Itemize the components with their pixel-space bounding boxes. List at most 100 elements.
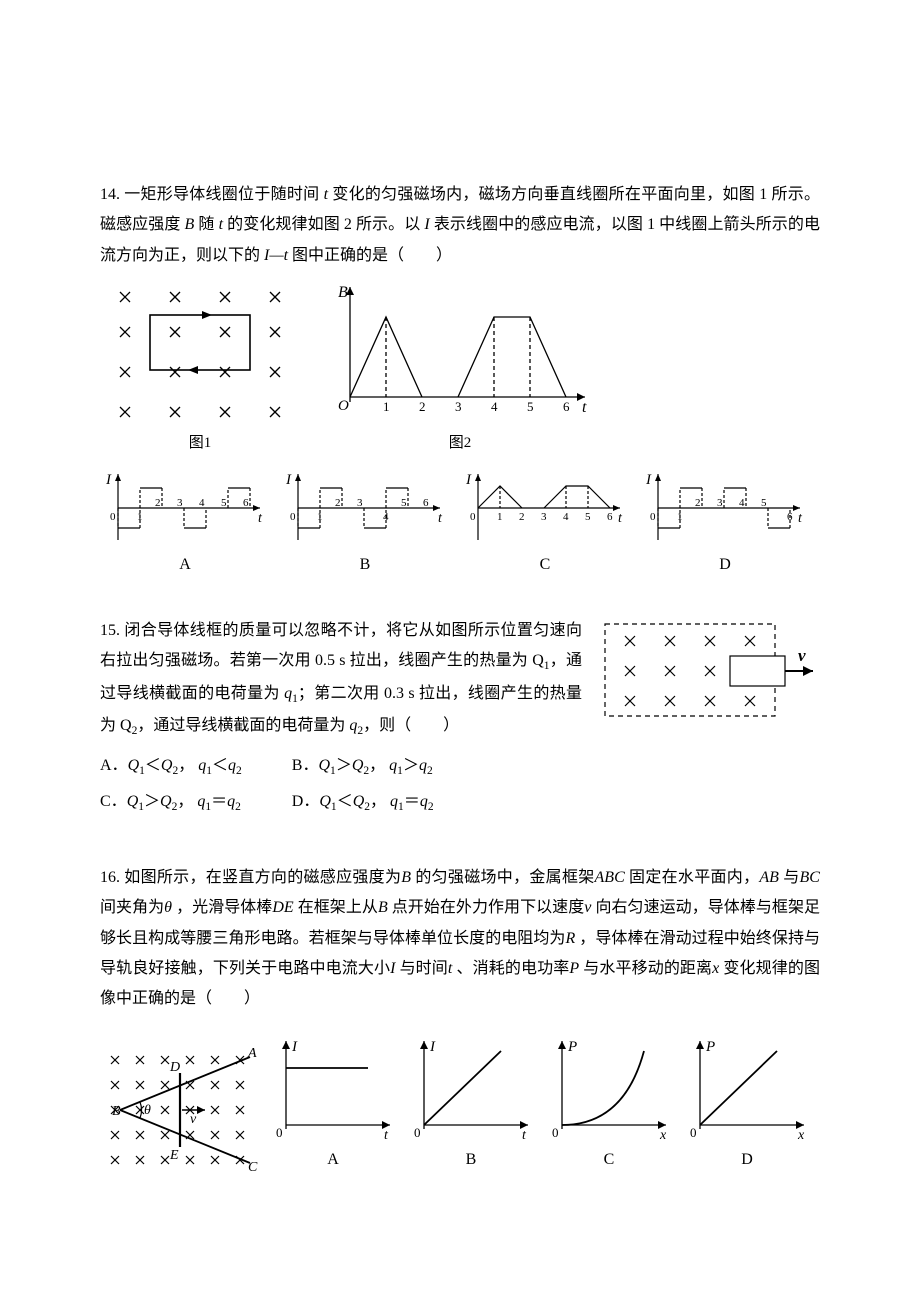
svg-text:2: 2 xyxy=(695,497,701,509)
svg-text:t: t xyxy=(384,1128,389,1143)
svg-text:3: 3 xyxy=(177,497,183,509)
svg-text:x: x xyxy=(797,1128,805,1143)
q15-t5: ，则（ ） xyxy=(363,717,459,734)
q16-stem: 16. 如图所示，在竖直方向的磁感应强度为B 的匀强磁场中，金属框架ABC 固定… xyxy=(100,863,820,1015)
pt-E-label: E xyxy=(169,1148,179,1163)
q14-fig2-svg: B t O 1 2 3 4 5 6 xyxy=(320,277,600,427)
svg-text:I: I xyxy=(285,472,292,488)
svg-text:6: 6 xyxy=(607,511,613,523)
q16-optB: I t 0 B xyxy=(406,1033,536,1175)
q14-number: 14. xyxy=(100,186,120,203)
svg-text:4: 4 xyxy=(491,399,498,414)
svg-text:4: 4 xyxy=(199,497,205,509)
svg-text:t: t xyxy=(798,511,803,526)
svg-text:5: 5 xyxy=(761,497,767,509)
q16-figures: B A C D E θ v I t 0 xyxy=(100,1033,820,1175)
q15-t1: 闭合导体线框的质量可以忽略不计，将它从如图所示位置匀速向右拉出匀强磁场。若第一次… xyxy=(100,622,582,669)
q16-optA-label: A xyxy=(327,1145,339,1175)
v-label: v xyxy=(190,1112,197,1127)
q14-fig1-caption: 图1 xyxy=(100,429,300,458)
q14-B-var: B xyxy=(185,216,195,233)
svg-text:5: 5 xyxy=(221,497,227,509)
axis-I-label: I xyxy=(105,472,112,488)
q15-optA: A．Q1＜Q2， q1＜q2 xyxy=(100,751,242,783)
q15-stem: 15. 闭合导体线框的质量可以忽略不计，将它从如图所示位置匀速向右拉出匀强磁场。… xyxy=(100,616,582,743)
q14-t1: 一矩形导体线圈位于随时间 xyxy=(124,186,319,203)
q14-fig1-svg xyxy=(100,277,300,427)
loop-rect xyxy=(150,315,250,370)
q16-optD-label: D xyxy=(741,1145,753,1175)
svg-text:1: 1 xyxy=(383,399,390,414)
q16-circuit: B A C D E θ v xyxy=(100,1045,260,1175)
svg-text:2: 2 xyxy=(419,399,426,414)
svg-text:0: 0 xyxy=(414,1125,421,1140)
q14-t6: 图中正确的是（ ） xyxy=(292,247,452,264)
svg-text:0: 0 xyxy=(552,1125,559,1140)
q14-stem: 14. 一矩形导体线圈位于随时间 t 变化的匀强磁场内，磁场方向垂直线圈所在平面… xyxy=(100,180,820,271)
svg-text:6: 6 xyxy=(787,511,793,523)
svg-text:I: I xyxy=(645,472,652,488)
q14-It: I—t xyxy=(264,247,288,264)
svg-text:I: I xyxy=(429,1039,436,1055)
theta-label: θ xyxy=(144,1103,151,1118)
svg-text:1: 1 xyxy=(137,511,143,523)
q14-optD: I t 0 1 2 3 4 5 6 D xyxy=(640,468,810,580)
q14-figures: 图1 xyxy=(100,277,820,458)
svg-text:6: 6 xyxy=(423,497,429,509)
arrow-left-icon xyxy=(188,366,198,374)
q14-optB-label: B xyxy=(360,550,371,580)
axis-t-label: t xyxy=(582,399,587,416)
q16-optA: I t 0 A xyxy=(268,1033,398,1175)
svg-text:t: t xyxy=(618,511,623,526)
q14-t3: 随 xyxy=(198,216,214,233)
q14-fig2-ticks: 1 2 3 4 5 6 xyxy=(383,399,570,414)
q15-optB: B．Q1＞Q2， q1＞q2 xyxy=(292,751,434,783)
svg-text:2: 2 xyxy=(155,497,161,509)
q14-t-var2: t xyxy=(219,216,223,233)
svg-text:5: 5 xyxy=(585,511,591,523)
question-16: 16. 如图所示，在竖直方向的磁感应强度为B 的匀强磁场中，金属框架ABC 固定… xyxy=(100,863,820,1175)
svg-text:0: 0 xyxy=(470,511,476,523)
q15-options: A．Q1＜Q2， q1＜q2 C．Q1＞Q2， q1＝q2 B．Q1＞Q2， q… xyxy=(100,751,582,819)
q14-options: I t 0 1 2 3 4 5 6 A xyxy=(100,468,820,580)
svg-text:3: 3 xyxy=(717,497,723,509)
svg-text:I: I xyxy=(291,1039,298,1055)
axis-t-label: t xyxy=(258,511,263,526)
q15-t4: ，通过导线横截面的电荷量为 xyxy=(137,717,345,734)
q16-optB-label: B xyxy=(466,1145,477,1175)
pt-B-label: B xyxy=(112,1104,121,1119)
svg-text:6: 6 xyxy=(563,399,570,414)
axis-B-label: B xyxy=(338,284,348,301)
svg-text:P: P xyxy=(705,1039,715,1055)
svg-text:0: 0 xyxy=(290,511,296,523)
q14-fig2-caption: 图2 xyxy=(320,429,600,458)
svg-text:4: 4 xyxy=(383,511,389,523)
q15-number: 15. xyxy=(100,622,120,639)
svg-text:6: 6 xyxy=(243,497,249,509)
svg-text:0: 0 xyxy=(110,511,116,523)
svg-text:2: 2 xyxy=(519,511,525,523)
q16-optD: P x 0 D xyxy=(682,1033,812,1175)
pt-A-label: A xyxy=(247,1046,257,1061)
q15-figure: v xyxy=(600,616,820,726)
q14-t-var: t xyxy=(324,186,328,203)
svg-text:1: 1 xyxy=(317,511,323,523)
svg-text:0: 0 xyxy=(650,511,656,523)
question-14: 14. 一矩形导体线圈位于随时间 t 变化的匀强磁场内，磁场方向垂直线圈所在平面… xyxy=(100,180,820,580)
q15-optC: C．Q1＞Q2， q1＝q2 xyxy=(100,787,242,819)
q15-optD: D．Q1＜Q2， q1＝q2 xyxy=(292,787,434,819)
svg-text:0: 0 xyxy=(276,1125,283,1140)
svg-text:4: 4 xyxy=(739,497,745,509)
svg-text:3: 3 xyxy=(541,511,547,523)
svg-text:t: t xyxy=(522,1128,527,1143)
q14-fig1: 图1 xyxy=(100,277,300,458)
pt-D-label: D xyxy=(169,1060,180,1075)
q14-optB: I t 0 1 2 3 4 5 6 B xyxy=(280,468,450,580)
svg-text:1: 1 xyxy=(677,511,683,523)
pt-C-label: C xyxy=(248,1160,258,1175)
svg-text:3: 3 xyxy=(455,399,462,414)
axis-O-label: O xyxy=(338,398,349,414)
svg-text:P: P xyxy=(567,1039,577,1055)
q16-optC-label: C xyxy=(604,1145,615,1175)
svg-text:t: t xyxy=(438,511,443,526)
